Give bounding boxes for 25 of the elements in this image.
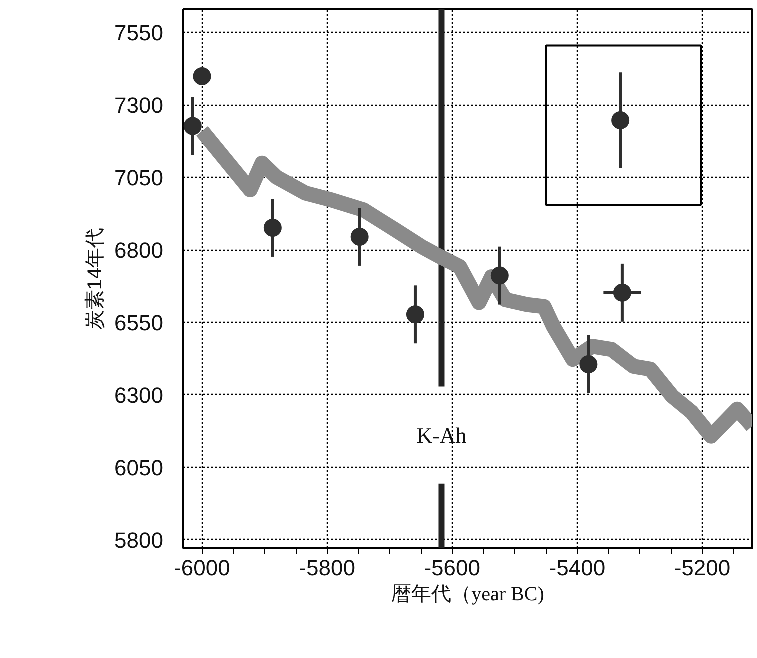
x-tick-label: -5200 <box>674 556 731 580</box>
y-axis-title: 炭素14年代 <box>84 228 107 330</box>
y-tick-label: 6300 <box>114 382 164 408</box>
point <box>350 228 369 246</box>
point <box>490 266 509 285</box>
y-tick-label: 6550 <box>114 310 164 336</box>
point <box>193 67 212 86</box>
ref-line-label: K-Ah <box>416 422 467 448</box>
x-tick-label: -5800 <box>299 556 356 580</box>
point <box>580 356 598 374</box>
y-tick-label: 7550 <box>114 20 164 46</box>
x-tick-label: -5600 <box>424 556 481 580</box>
y-tick-label: 6800 <box>114 238 164 264</box>
point <box>264 219 282 237</box>
point <box>612 112 630 130</box>
point <box>406 306 424 324</box>
y-tick-label: 6050 <box>114 455 164 480</box>
y-tick-label: 7300 <box>114 93 164 118</box>
x-tick-label: -5400 <box>549 556 606 580</box>
y-tick-label: 7050 <box>114 166 164 191</box>
x-tick-label: -6000 <box>174 556 230 580</box>
y-tick-label: 5800 <box>114 528 164 553</box>
point <box>613 284 632 302</box>
point <box>184 117 202 136</box>
x-axis-title: 暦年代（year BC) <box>392 584 544 606</box>
